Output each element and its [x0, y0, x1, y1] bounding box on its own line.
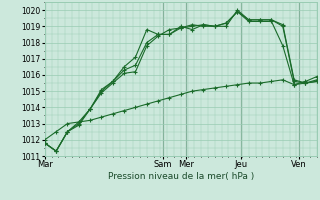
X-axis label: Pression niveau de la mer( hPa ): Pression niveau de la mer( hPa ): [108, 172, 254, 181]
